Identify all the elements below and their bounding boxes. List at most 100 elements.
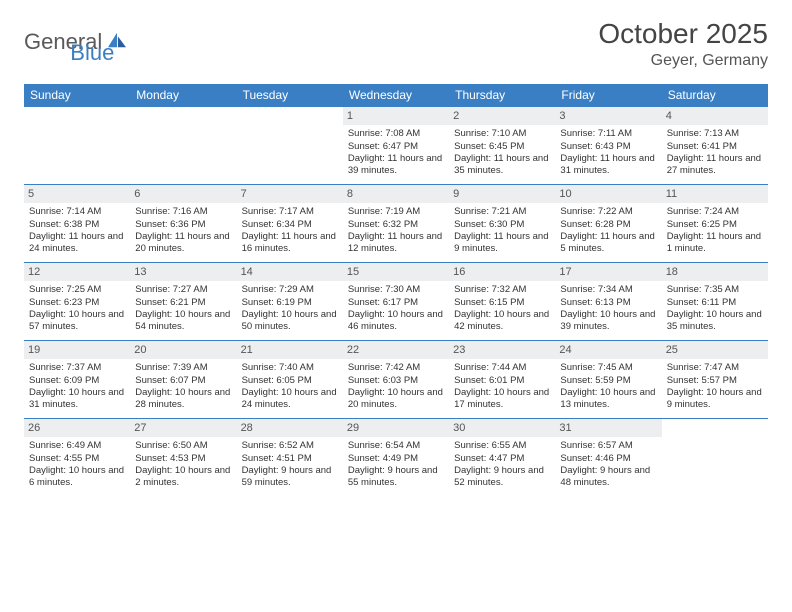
day-cell: 14 Sunrise: 7:29 AMSunset: 6:19 PMDayligh… [237,263,343,341]
day-number: 23 [449,341,555,359]
day-details: Sunrise: 7:17 AMSunset: 6:34 PMDaylight:… [242,206,338,255]
day-cell: 1 Sunrise: 7:08 AMSunset: 6:47 PMDaylight… [343,107,449,185]
day-number: 27 [130,419,236,437]
day-details: Sunrise: 7:47 AMSunset: 5:57 PMDaylight:… [667,362,763,411]
weekday-header: Wednesday [343,84,449,107]
empty-cell [24,107,130,185]
calendar-row: 19 Sunrise: 7:37 AMSunset: 6:09 PMDayligh… [24,341,768,419]
day-number: 26 [24,419,130,437]
day-cell: 31 Sunrise: 6:57 AMSunset: 4:46 PMDayligh… [555,419,661,497]
calendar-row: 26Sunrise: 6:49 AMSunset: 4:55 PMDayligh… [24,419,768,497]
day-cell: 25 Sunrise: 7:47 AMSunset: 5:57 PMDayligh… [662,341,768,419]
day-cell: 22 Sunrise: 7:42 AMSunset: 6:03 PMDayligh… [343,341,449,419]
day-number: 18 [662,263,768,281]
empty-cell [237,107,343,185]
day-number: 25 [662,341,768,359]
day-number: 13 [130,263,236,281]
calendar-table: SundayMondayTuesdayWednesdayThursdayFrid… [24,84,768,497]
day-number: 24 [555,341,661,359]
day-number: 21 [237,341,343,359]
day-number: 9 [449,185,555,203]
day-details: Sunrise: 7:42 AMSunset: 6:03 PMDaylight:… [348,362,444,411]
day-cell: 8Sunrise: 7:19 AMSunset: 6:32 PMDaylight… [343,185,449,263]
day-details: Sunrise: 6:50 AMSunset: 4:53 PMDaylight:… [135,440,231,489]
day-details: Sunrise: 7:10 AMSunset: 6:45 PMDaylight:… [454,128,550,177]
weekday-header: Saturday [662,84,768,107]
day-cell: 26Sunrise: 6:49 AMSunset: 4:55 PMDayligh… [24,419,130,497]
day-details: Sunrise: 6:55 AMSunset: 4:47 PMDaylight:… [454,440,550,489]
day-number: 16 [449,263,555,281]
weekday-header: Sunday [24,84,130,107]
day-cell: 17 Sunrise: 7:34 AMSunset: 6:13 PMDayligh… [555,263,661,341]
day-cell: 16Sunrise: 7:32 AMSunset: 6:15 PMDayligh… [449,263,555,341]
day-cell: 12Sunrise: 7:25 AMSunset: 6:23 PMDayligh… [24,263,130,341]
day-details: Sunrise: 7:08 AMSunset: 6:47 PMDaylight:… [348,128,444,177]
day-cell: 2 Sunrise: 7:10 AMSunset: 6:45 PMDaylight… [449,107,555,185]
day-details: Sunrise: 7:27 AMSunset: 6:21 PMDaylight:… [135,284,231,333]
day-cell: 7 Sunrise: 7:17 AMSunset: 6:34 PMDaylight… [237,185,343,263]
day-details: Sunrise: 7:22 AMSunset: 6:28 PMDaylight:… [560,206,656,255]
day-number: 15 [343,263,449,281]
empty-cell [130,107,236,185]
day-number: 11 [662,185,768,203]
day-details: Sunrise: 7:16 AMSunset: 6:36 PMDaylight:… [135,206,231,255]
calendar-row: 1 Sunrise: 7:08 AMSunset: 6:47 PMDaylight… [24,107,768,185]
calendar-row: 12Sunrise: 7:25 AMSunset: 6:23 PMDayligh… [24,263,768,341]
day-cell: 9 Sunrise: 7:21 AMSunset: 6:30 PMDaylight… [449,185,555,263]
title-block: October 2025 Geyer, Germany [598,18,768,70]
day-cell: 29Sunrise: 6:54 AMSunset: 4:49 PMDayligh… [343,419,449,497]
day-number: 19 [24,341,130,359]
day-details: Sunrise: 7:37 AMSunset: 6:09 PMDaylight:… [29,362,125,411]
day-number: 2 [449,107,555,125]
day-details: Sunrise: 7:30 AMSunset: 6:17 PMDaylight:… [348,284,444,333]
day-number: 29 [343,419,449,437]
day-details: Sunrise: 6:52 AMSunset: 4:51 PMDaylight:… [242,440,338,489]
day-cell: 3Sunrise: 7:11 AMSunset: 6:43 PMDaylight… [555,107,661,185]
day-number: 10 [555,185,661,203]
day-number: 14 [237,263,343,281]
day-cell: 23 Sunrise: 7:44 AMSunset: 6:01 PMDayligh… [449,341,555,419]
day-number: 4 [662,107,768,125]
weekday-header: Tuesday [237,84,343,107]
day-cell: 20 Sunrise: 7:39 AMSunset: 6:07 PMDayligh… [130,341,236,419]
day-cell: 24 Sunrise: 7:45 AMSunset: 5:59 PMDayligh… [555,341,661,419]
day-cell: 21 Sunrise: 7:40 AMSunset: 6:05 PMDayligh… [237,341,343,419]
day-number: 5 [24,185,130,203]
logo-text-2: Blue [70,40,114,66]
day-details: Sunrise: 7:25 AMSunset: 6:23 PMDaylight:… [29,284,125,333]
day-cell: 27 Sunrise: 6:50 AMSunset: 4:53 PMDayligh… [130,419,236,497]
location-label: Geyer, Germany [598,52,768,70]
calendar-body: 1 Sunrise: 7:08 AMSunset: 6:47 PMDaylight… [24,107,768,497]
day-number: 3 [555,107,661,125]
day-number: 1 [343,107,449,125]
day-details: Sunrise: 7:29 AMSunset: 6:19 PMDaylight:… [242,284,338,333]
weekday-header: Monday [130,84,236,107]
day-number: 22 [343,341,449,359]
day-number: 31 [555,419,661,437]
day-details: Sunrise: 7:21 AMSunset: 6:30 PMDaylight:… [454,206,550,255]
day-cell: 30Sunrise: 6:55 AMSunset: 4:47 PMDayligh… [449,419,555,497]
day-cell: 11 Sunrise: 7:24 AMSunset: 6:25 PMDayligh… [662,185,768,263]
day-details: Sunrise: 7:34 AMSunset: 6:13 PMDaylight:… [560,284,656,333]
day-details: Sunrise: 7:24 AMSunset: 6:25 PMDaylight:… [667,206,763,255]
weekday-header: Friday [555,84,661,107]
day-number: 17 [555,263,661,281]
day-details: Sunrise: 6:57 AMSunset: 4:46 PMDaylight:… [560,440,656,489]
day-details: Sunrise: 7:14 AMSunset: 6:38 PMDaylight:… [29,206,125,255]
day-details: Sunrise: 7:39 AMSunset: 6:07 PMDaylight:… [135,362,231,411]
day-cell: 13 Sunrise: 7:27 AMSunset: 6:21 PMDayligh… [130,263,236,341]
day-details: Sunrise: 7:44 AMSunset: 6:01 PMDaylight:… [454,362,550,411]
calendar-head: SundayMondayTuesdayWednesdayThursdayFrid… [24,84,768,107]
day-cell: 18 Sunrise: 7:35 AMSunset: 6:11 PMDayligh… [662,263,768,341]
day-details: Sunrise: 7:35 AMSunset: 6:11 PMDaylight:… [667,284,763,333]
day-details: Sunrise: 7:40 AMSunset: 6:05 PMDaylight:… [242,362,338,411]
logo: General Blue [24,18,114,66]
day-cell: 6 Sunrise: 7:16 AMSunset: 6:36 PMDaylight… [130,185,236,263]
weekday-header: Thursday [449,84,555,107]
day-number: 20 [130,341,236,359]
day-details: Sunrise: 7:19 AMSunset: 6:32 PMDaylight:… [348,206,444,255]
day-number: 6 [130,185,236,203]
day-number: 7 [237,185,343,203]
day-details: Sunrise: 7:45 AMSunset: 5:59 PMDaylight:… [560,362,656,411]
day-cell: 4Sunrise: 7:13 AMSunset: 6:41 PMDaylight… [662,107,768,185]
